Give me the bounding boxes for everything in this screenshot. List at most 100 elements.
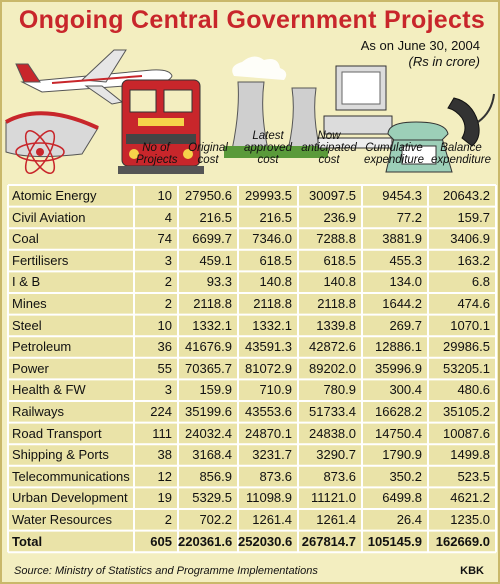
balance-expenditure-value: 1235.0 — [450, 512, 490, 527]
original-cost-value: 27950.6 — [185, 188, 232, 203]
credit: KBK — [460, 565, 484, 577]
handset-icon — [447, 93, 495, 147]
projects-value: 605 — [150, 533, 172, 549]
projects-value: 12 — [157, 468, 172, 484]
subtitle-date: As on June 30, 2004 — [360, 38, 480, 53]
col-header-original: Original cost — [188, 142, 228, 166]
balance-expenditure-value: 1499.8 — [450, 447, 490, 463]
cumulative-expenditure-value: 350.2 — [389, 468, 422, 484]
category-label: Steel — [12, 317, 42, 333]
projects-value: 55 — [157, 360, 172, 376]
cumulative-expenditure-value: 300.4 — [389, 382, 422, 398]
original-cost-value: 24032.4 — [185, 425, 232, 441]
original-cost-value: 159.9 — [199, 382, 232, 398]
category-label: Mines — [12, 296, 47, 311]
projects-value: 3 — [164, 382, 172, 398]
projects-value: 74 — [157, 231, 172, 247]
balance-expenditure-value: 53205.1 — [443, 360, 490, 376]
anticipated-cost-value: 140.8 — [323, 274, 356, 290]
original-cost-value: 93.3 — [206, 274, 232, 290]
projects-value: 4 — [164, 209, 172, 225]
projects-value: 2 — [164, 512, 172, 527]
category-label: Health & FW — [12, 382, 86, 398]
anticipated-cost-value: 1339.8 — [316, 317, 356, 333]
projects-value: 10 — [157, 317, 172, 333]
balance-expenditure-value: 4621.2 — [450, 490, 490, 506]
train-icon — [118, 79, 204, 174]
latest-cost-value: 216.5 — [259, 209, 292, 225]
original-cost-value: 1332.1 — [192, 317, 232, 333]
anticipated-cost-value: 3290.7 — [316, 447, 356, 463]
balance-expenditure-value: 1070.1 — [450, 317, 490, 333]
category-label: Water Resources — [12, 512, 112, 527]
original-cost-value: 459.1 — [199, 252, 232, 268]
category-label: Coal — [12, 231, 39, 247]
cumulative-expenditure-value: 455.3 — [389, 252, 422, 268]
original-cost-value: 2118.8 — [193, 296, 232, 311]
cumulative-expenditure-value: 26.4 — [396, 512, 422, 527]
balance-expenditure-value: 29986.5 — [443, 339, 490, 355]
category-label: Road Transport — [12, 425, 102, 441]
balance-expenditure-value: 162669.0 — [435, 533, 490, 549]
subtitle-unit: (Rs in crore) — [408, 54, 480, 69]
projects-value: 111 — [152, 425, 172, 441]
cumulative-expenditure-value: 269.7 — [389, 317, 422, 333]
original-cost-value: 856.9 — [199, 468, 232, 484]
latest-cost-value: 29993.5 — [245, 188, 292, 203]
original-cost-value: 702.2 — [199, 512, 232, 527]
original-cost-value: 6699.7 — [192, 231, 232, 247]
cumulative-expenditure-value: 35996.9 — [375, 360, 422, 376]
projects-value: 36 — [157, 339, 172, 355]
cumulative-expenditure-value: 77.2 — [396, 209, 422, 225]
latest-cost-value: 11098.9 — [245, 490, 292, 506]
anticipated-cost-value: 1261.4 — [316, 512, 356, 527]
page-title: Ongoing Central Government Projects — [18, 6, 486, 34]
latest-cost-value: 24870.1 — [245, 425, 292, 441]
category-label: Railways — [12, 404, 65, 419]
col-header-latest: Latest approved cost — [244, 130, 292, 166]
projects-value: 38 — [157, 447, 172, 463]
category-label: Power — [12, 360, 49, 376]
computer-icon — [317, 65, 393, 149]
atom-icon — [15, 129, 65, 175]
category-label: Urban Development — [12, 490, 128, 506]
ship-icon — [5, 111, 99, 158]
original-cost-value: 220361.6 — [178, 533, 233, 549]
anticipated-cost-value: 89202.0 — [309, 360, 356, 376]
col-header-anticipated: Now anticipated cost — [301, 130, 357, 166]
latest-cost-value: 81072.9 — [245, 360, 292, 376]
power-plant-icon — [224, 56, 328, 158]
latest-cost-value: 43553.6 — [245, 404, 292, 419]
projects-value: 224 — [150, 404, 172, 419]
category-label: Petroleum — [12, 339, 72, 355]
projects-value: 10 — [157, 188, 172, 203]
anticipated-cost-value: 236.9 — [323, 209, 356, 225]
category-label: Civil Aviation — [12, 209, 86, 225]
latest-cost-value: 2118.8 — [253, 296, 292, 311]
anticipated-cost-value: 267814.7 — [301, 533, 356, 549]
original-cost-value: 5329.5 — [192, 490, 232, 506]
anticipated-cost-value: 780.9 — [323, 382, 356, 398]
category-label: Total — [12, 533, 43, 549]
balance-expenditure-value: 523.5 — [457, 468, 490, 484]
anticipated-cost-value: 42872.6 — [309, 339, 356, 355]
col-header-balance: Balance expenditure — [430, 142, 492, 166]
latest-cost-value: 618.5 — [259, 252, 292, 268]
latest-cost-value: 710.9 — [259, 382, 292, 398]
anticipated-cost-value: 7288.8 — [316, 231, 356, 247]
cumulative-expenditure-value: 3881.9 — [382, 231, 422, 247]
original-cost-value: 3168.4 — [192, 447, 232, 463]
latest-cost-value: 1332.1 — [252, 317, 292, 333]
anticipated-cost-value: 30097.5 — [309, 188, 356, 203]
anticipated-cost-value: 11121.0 — [310, 490, 356, 506]
subtitle: As on June 30, 2004 (Rs in crore) — [361, 38, 480, 70]
category-label: Atomic Energy — [12, 188, 97, 203]
balance-expenditure-value: 474.6 — [457, 296, 490, 311]
telephone-icon — [385, 121, 453, 173]
anticipated-cost-value: 618.5 — [323, 252, 356, 268]
cumulative-expenditure-value: 105145.9 — [367, 533, 422, 549]
projects-value: 2 — [164, 274, 172, 290]
cumulative-expenditure-value: 16628.2 — [375, 404, 422, 419]
